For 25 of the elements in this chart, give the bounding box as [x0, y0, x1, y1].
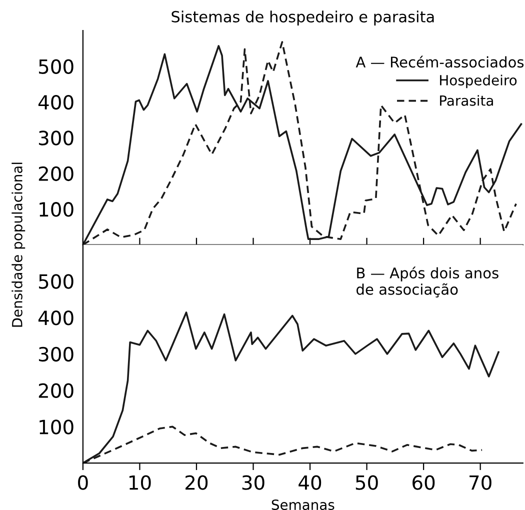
y-axis-title: Densidade populacional: [12, 162, 26, 327]
x-tick-label: 40: [298, 475, 322, 490]
y-tick-label: 400: [38, 310, 74, 326]
x-tick-label: 0: [78, 475, 88, 490]
y-tick-label: 400: [38, 94, 74, 110]
x-tick-label: 60: [412, 475, 435, 490]
y-tick-label: 300: [38, 346, 74, 362]
y-tick-label: 100: [40, 202, 74, 217]
legend-label: Hospedeiro: [440, 74, 517, 88]
x-tick-label: 20: [186, 475, 208, 490]
y-tick-label: 100: [40, 420, 74, 434]
y-tick-label: 500: [39, 59, 74, 74]
x-tick-label: 30: [242, 475, 264, 490]
x-tick-label: 10: [129, 475, 151, 490]
y-tick-label: 200: [38, 166, 74, 182]
y-tick-label: 300: [38, 130, 74, 146]
x-axis-title: Semanas: [272, 500, 334, 510]
x-tick-label: 50: [356, 475, 378, 490]
chart-title: Sistemas de hospedeiro e parasita: [172, 10, 434, 26]
annotation: A — Recém-associados: [356, 56, 524, 68]
y-tick-label: 500: [39, 274, 74, 289]
legend-label: Parasita: [440, 95, 493, 106]
y-tick-label: 200: [38, 383, 74, 398]
x-tick-label: 70: [470, 475, 492, 490]
annotation: B — Após dois anos de associação: [356, 266, 498, 298]
